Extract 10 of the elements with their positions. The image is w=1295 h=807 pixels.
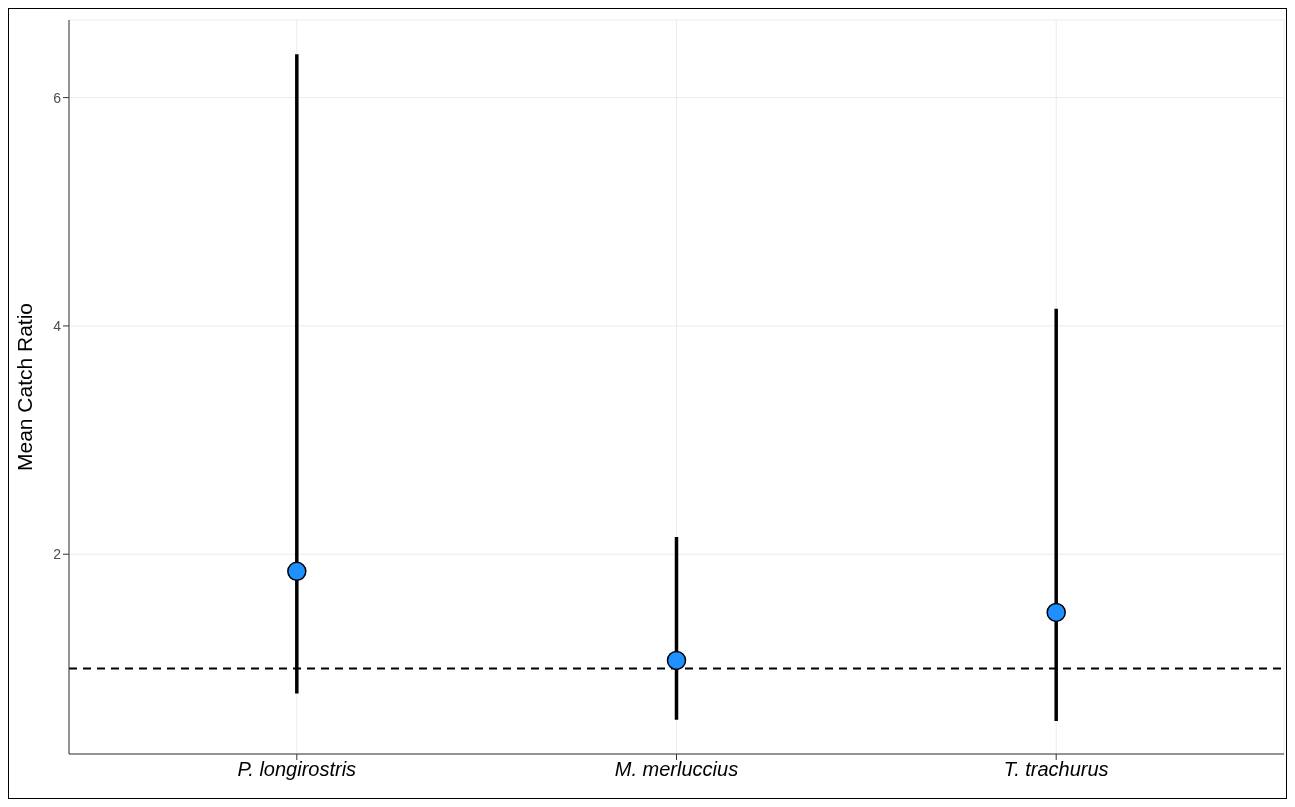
y-axis-title: Mean Catch Ratio: [13, 302, 37, 472]
point: [287, 561, 307, 582]
point: [666, 650, 687, 671]
point: [1046, 602, 1066, 623]
x-tick-label: T. trachurus: [1003, 758, 1109, 781]
y-tick-label: 6: [53, 89, 62, 106]
x-tick-label: P. longirostris: [237, 758, 357, 781]
x-tick-label: M. merluccius: [614, 758, 739, 781]
y-tick-label: 2: [53, 546, 62, 563]
y-tick-label: 4: [53, 317, 62, 334]
